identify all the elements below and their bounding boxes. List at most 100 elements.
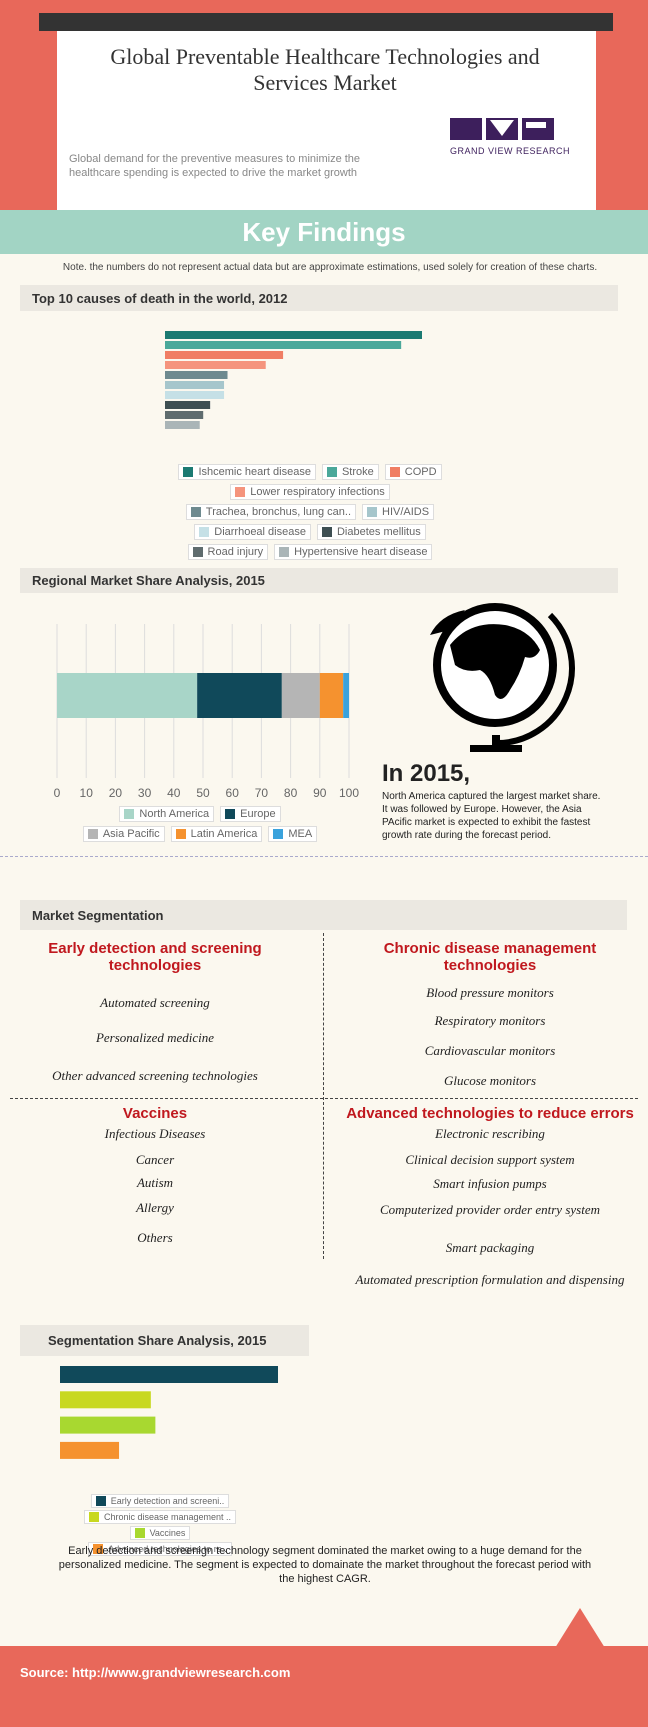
legend-label: North America bbox=[139, 808, 210, 820]
x-tick-label: 100 bbox=[339, 786, 359, 800]
legend-item: Vaccines bbox=[129, 1526, 191, 1540]
legend-swatch bbox=[95, 1496, 106, 1506]
legend-swatch bbox=[235, 487, 246, 497]
legend-swatch bbox=[389, 467, 400, 477]
legend-swatch bbox=[87, 829, 98, 839]
quadrant-item: Allergy bbox=[136, 1200, 174, 1215]
legend-label: Advanced technologies to re.. bbox=[108, 1544, 227, 1554]
legend: Early detection and screeni.. Chronic dis… bbox=[60, 1494, 260, 1556]
legend-label: Diabetes mellitus bbox=[336, 526, 421, 538]
x-tick-label: 60 bbox=[226, 786, 240, 800]
title: Global Preventable Healthcare Technologi… bbox=[110, 44, 540, 95]
bar-segment bbox=[319, 673, 344, 718]
header-bar bbox=[39, 13, 613, 31]
chart-title: Segmentation Share Analysis, 2015 bbox=[20, 1325, 309, 1356]
legend-item: Trachea, bronchus, lung can.. bbox=[185, 504, 357, 520]
quadrant-item: Personalized medicine bbox=[95, 1030, 215, 1045]
x-tick-label: 30 bbox=[138, 786, 152, 800]
legend-item: Europe bbox=[220, 806, 281, 822]
legend-swatch bbox=[175, 829, 186, 839]
legend-label: Chronic disease management .. bbox=[103, 1512, 232, 1522]
quadrant-item: Others bbox=[137, 1230, 173, 1245]
quadrant-item: Electronic rescribing bbox=[435, 1126, 545, 1141]
legend-swatch bbox=[326, 467, 337, 477]
legend-label: Diarrhoeal disease bbox=[214, 526, 306, 538]
region-text: North America captured the largest marke… bbox=[382, 791, 601, 841]
legend-item: Hypertensive heart disease bbox=[274, 544, 433, 560]
legend-label: Trachea, bronchus, lung can.. bbox=[205, 506, 352, 518]
legend-swatch bbox=[93, 1544, 104, 1554]
x-tick-label: 50 bbox=[196, 786, 210, 800]
quadrant-item: Smart packaging bbox=[445, 1240, 535, 1255]
legend-item: North America bbox=[119, 806, 215, 822]
legend-swatch bbox=[199, 527, 210, 537]
legend-label: COPD bbox=[404, 466, 437, 478]
chart-title: Top 10 causes of death in the world, 201… bbox=[20, 285, 618, 311]
legend: Ishcemic heart disease Stroke COPD Lower re… bbox=[170, 464, 450, 560]
chart-title: Regional Market Share Analysis, 2015 bbox=[20, 568, 618, 593]
x-tick-label: 10 bbox=[80, 786, 94, 800]
quadrant-item: Cancer bbox=[135, 1152, 175, 1167]
note: Note. the numbers do not represent actua… bbox=[62, 262, 598, 273]
legend-item: Chronic disease management .. bbox=[83, 1510, 237, 1524]
logo bbox=[450, 118, 554, 140]
quadrant-item: Respiratory monitors bbox=[434, 1013, 546, 1028]
triangle bbox=[555, 1608, 605, 1648]
legend-swatch bbox=[88, 1512, 99, 1522]
bar bbox=[165, 331, 422, 339]
quadrant-title: Vaccines bbox=[122, 1105, 188, 1122]
divider bbox=[10, 1098, 638, 1099]
globe-icon bbox=[430, 603, 575, 752]
source: Source: http://www.grandviewresearch.com bbox=[20, 1665, 291, 1680]
legend-item: Lower respiratory infections bbox=[230, 484, 390, 500]
legend-swatch bbox=[190, 507, 201, 517]
x-tick-label: 20 bbox=[109, 786, 123, 800]
divider bbox=[323, 933, 324, 1259]
x-tick-label: 80 bbox=[284, 786, 298, 800]
quadrant-item: Computerized provider order entry system bbox=[379, 1202, 600, 1217]
legend-item: Early detection and screeni.. bbox=[90, 1494, 230, 1508]
key-findings: Key Findings bbox=[0, 210, 648, 254]
legend-label: MEA bbox=[288, 828, 313, 840]
region-heading: In 2015, bbox=[382, 760, 471, 787]
legend-item: Ishcemic heart disease bbox=[178, 464, 316, 480]
chart bbox=[60, 1366, 278, 1459]
subtitle: Global demand for the preventive measure… bbox=[69, 153, 361, 179]
quadrant-title: Early detection and screening technologi… bbox=[48, 940, 262, 974]
x-tick-label: 70 bbox=[255, 786, 269, 800]
legend-swatch bbox=[367, 507, 378, 517]
legend-item: Diabetes mellitus bbox=[316, 524, 426, 540]
segmentation-text: Early detection and screenign technology… bbox=[58, 1545, 592, 1585]
bar-segment bbox=[281, 673, 320, 718]
legend-item: COPD bbox=[384, 464, 442, 480]
legend-label: Stroke bbox=[341, 466, 374, 478]
quadrant-item: Autism bbox=[136, 1175, 174, 1190]
legend-label: Ishcemic heart disease bbox=[198, 466, 311, 478]
legend-swatch bbox=[124, 809, 135, 819]
quadrant-item: Smart infusion pumps bbox=[433, 1176, 547, 1191]
bar bbox=[165, 391, 225, 399]
bar-segment bbox=[57, 673, 198, 718]
bar-segment bbox=[343, 673, 349, 718]
quadrant-item: Infectious Diseases bbox=[104, 1126, 206, 1141]
legend-swatch bbox=[279, 547, 290, 557]
bar bbox=[165, 341, 402, 349]
legend-swatch bbox=[225, 809, 236, 819]
legend-swatch bbox=[183, 467, 194, 477]
quadrant-item: Cardiovascular monitors bbox=[424, 1043, 556, 1058]
x-tick-label: 90 bbox=[313, 786, 327, 800]
quadrant-title: Chronic disease management technologies bbox=[383, 940, 597, 974]
legend-label: Early detection and screeni.. bbox=[110, 1496, 225, 1506]
chart: 0 10 20 30 40 50 60 70 80 90 100 bbox=[54, 624, 359, 800]
bar bbox=[165, 361, 266, 369]
bar bbox=[165, 421, 200, 429]
legend-item: Stroke bbox=[321, 464, 379, 480]
legend-label: Lower respiratory infections bbox=[250, 486, 385, 498]
legend-item: Latin America bbox=[170, 826, 263, 842]
bar bbox=[60, 1391, 151, 1409]
x-tick-label: 0 bbox=[54, 786, 61, 800]
legend-item: HIV/AIDS bbox=[362, 504, 435, 520]
logo-text: GRAND VIEW RESEARCH bbox=[450, 146, 571, 156]
legend-swatch bbox=[273, 829, 284, 839]
